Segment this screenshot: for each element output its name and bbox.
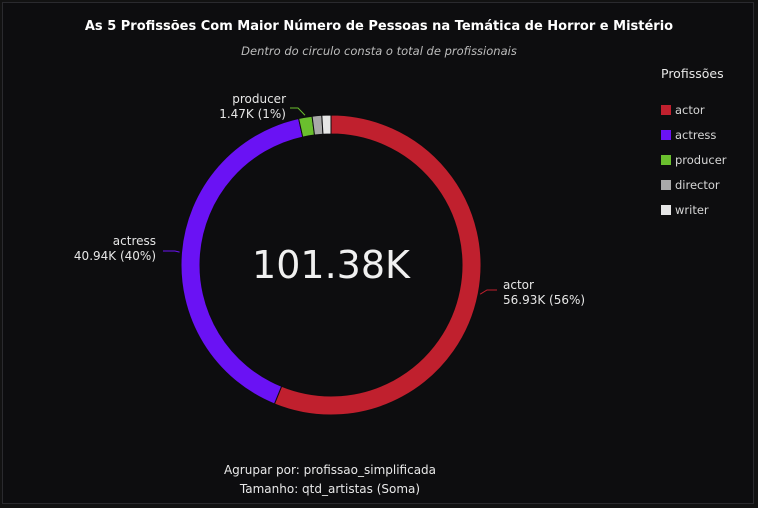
legend-label-writer: writer	[675, 202, 709, 217]
legend-item-director[interactable]: director	[661, 172, 727, 197]
slice-writer[interactable]	[321, 114, 332, 135]
group-by-label: Agrupar por: profissao_simplificada	[223, 463, 437, 477]
legend-label-director: director	[675, 177, 720, 192]
center-total-label: 101.38K	[252, 243, 411, 287]
chart-subtitle: Dentro do circulo consta o total de prof…	[241, 44, 517, 58]
legend-label-producer: producer	[675, 152, 727, 167]
legend-title: Profissões	[661, 66, 724, 81]
slice-label-value-actor: 56.93K (56%)	[503, 293, 585, 307]
slice-label-name-actor: actor	[503, 278, 534, 292]
legend-swatch-producer	[661, 154, 671, 165]
slice-label-value-actress: 40.94K (40%)	[74, 249, 156, 263]
slice-label-value-producer: 1.47K (1%)	[219, 107, 286, 121]
slice-label-name-actress: actress	[113, 234, 156, 248]
legend: Profissões actor actress producer director w…	[661, 66, 727, 222]
size-label: Tamanho: qtd_artistas (Soma)	[239, 482, 421, 496]
leader-line-actress	[163, 250, 180, 253]
legend-item-actor[interactable]: actor	[661, 97, 727, 122]
chart-title: As 5 Profissões Com Maior Número de Pess…	[84, 19, 674, 34]
slice-label-name-producer: producer	[232, 92, 286, 106]
legend-item-producer[interactable]: producer	[661, 147, 727, 172]
legend-item-writer[interactable]: writer	[661, 197, 727, 222]
legend-item-actress[interactable]: actress	[661, 122, 727, 147]
legend-swatch-director	[661, 179, 671, 190]
legend-swatch-actor	[661, 104, 671, 115]
legend-label-actress: actress	[675, 127, 717, 142]
slice-director[interactable]	[311, 114, 324, 136]
legend-swatch-writer	[661, 204, 671, 215]
leader-line-producer	[290, 107, 306, 116]
chart-footer: Agrupar por: profissao_simplificada Tama…	[0, 461, 660, 499]
leader-line-actor	[479, 289, 497, 295]
legend-swatch-actress	[661, 129, 671, 140]
legend-label-actor: actor	[675, 102, 705, 117]
